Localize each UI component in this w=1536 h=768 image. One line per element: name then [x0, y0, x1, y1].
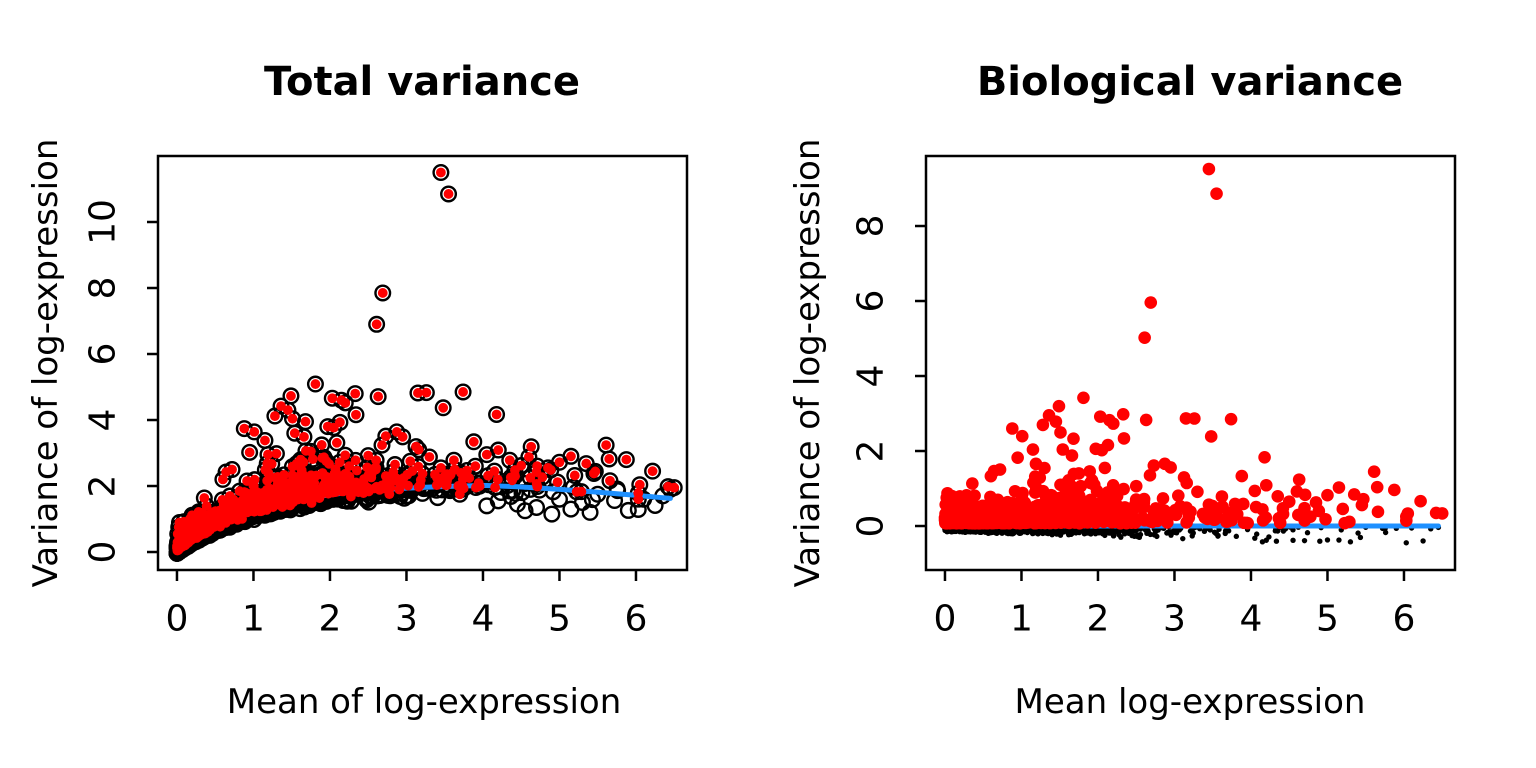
y-tick-label: 6 [850, 289, 892, 313]
y-tick-label: 4 [82, 408, 124, 432]
panel2-x-axis-label: Mean log-expression [1014, 682, 1366, 722]
x-tick-label: 6 [1392, 598, 1416, 640]
x-tick-label: 5 [548, 598, 571, 640]
y-tick-label: 8 [82, 276, 124, 300]
x-tick-label: 0 [165, 598, 189, 640]
x-tick-label: 6 [624, 598, 648, 640]
x-tick-label: 2 [1086, 598, 1110, 640]
y-tick-label: 2 [850, 439, 892, 463]
y-tick-label: 4 [850, 364, 892, 388]
y-tick-label: 0 [82, 540, 124, 564]
y-tick-label: 8 [850, 214, 892, 238]
y-tick-label: 2 [82, 474, 124, 498]
x-tick-label: 5 [1316, 598, 1339, 640]
x-tick-label: 4 [471, 598, 495, 640]
x-tick-label: 2 [318, 598, 342, 640]
panel1-title: Total variance [263, 59, 581, 105]
panel1-x-axis-label: Mean of log-expression [226, 682, 622, 722]
y-tick-label: 10 [82, 199, 124, 245]
x-tick-label: 0 [933, 598, 957, 640]
x-tick-label: 3 [395, 598, 418, 640]
x-tick-label: 1 [242, 598, 265, 640]
panel2-y-axis-label: Variance of log-expression [788, 138, 828, 588]
y-tick-label: 0 [850, 514, 892, 538]
y-tick-label: 6 [82, 342, 124, 366]
panel1-y-axis-label: Variance of log-expression [26, 138, 66, 588]
x-tick-label: 3 [1163, 598, 1186, 640]
x-tick-label: 4 [1239, 598, 1263, 640]
panel2-title: Biological variance [976, 59, 1404, 105]
x-tick-label: 1 [1010, 598, 1033, 640]
